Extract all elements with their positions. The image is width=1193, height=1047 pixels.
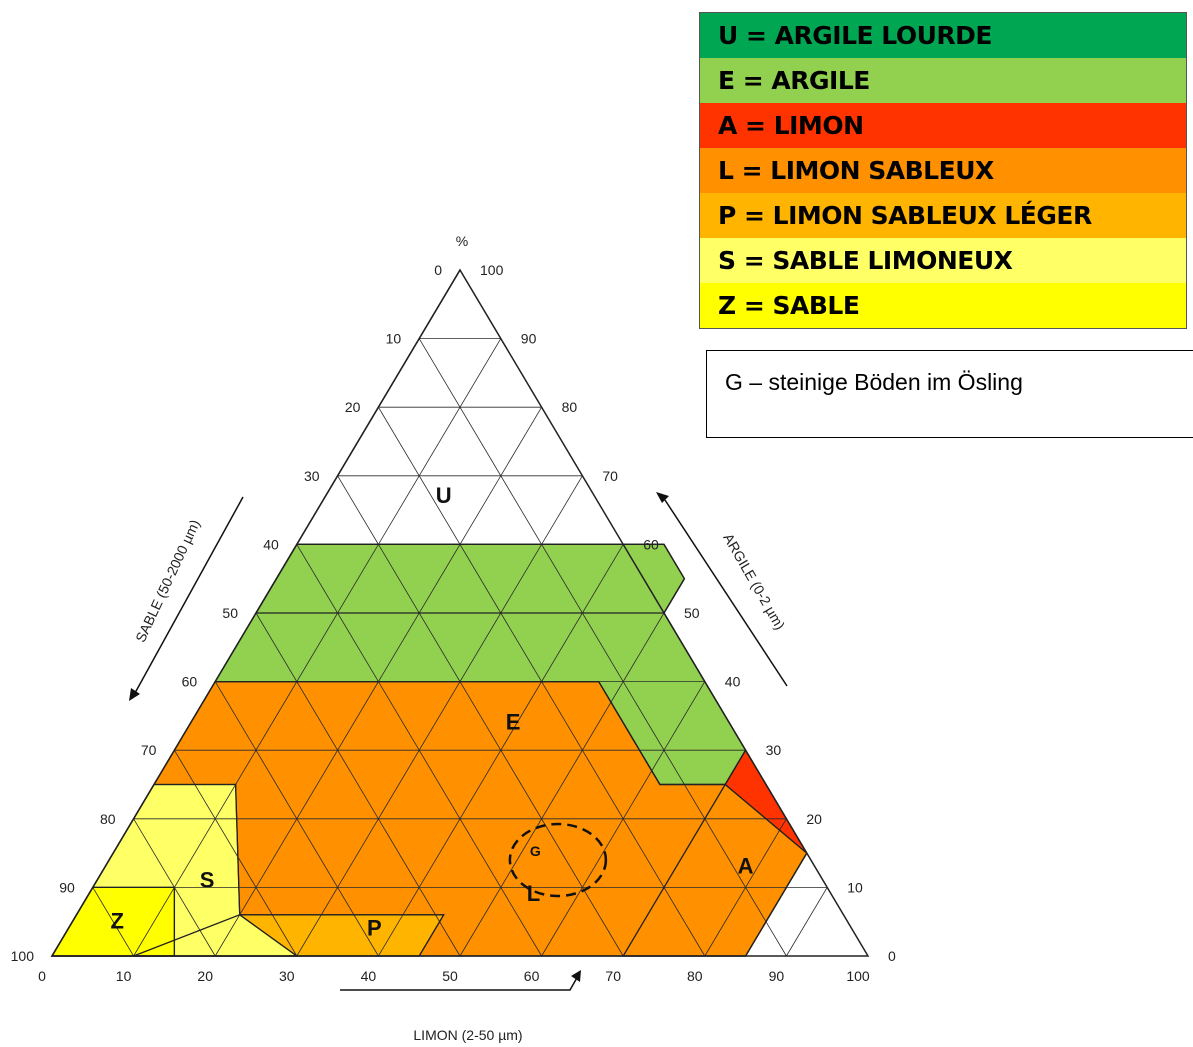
region-label-z: Z (111, 909, 124, 934)
tick-sand: 20 (345, 399, 361, 415)
region-label-u: U (436, 483, 452, 508)
legend-item-p: P = LIMON SABLEUX LÉGER (700, 193, 1186, 238)
legend-item-z: Z = SABLE (700, 283, 1186, 328)
sand-arrowhead-icon (129, 688, 140, 701)
region-label-l: L (527, 881, 540, 906)
region-labels: U E A L P S Z (111, 483, 754, 940)
grid-line-silt (459, 612, 665, 957)
tick-silt: 90 (769, 968, 785, 984)
tick-sand: 10 (386, 331, 402, 347)
legend-item-a: A = LIMON (700, 103, 1186, 148)
tick-silt: 30 (279, 968, 295, 984)
silt-axis-label: LIMON (2-50 µm) (413, 1027, 522, 1043)
tick-clay: 60 (643, 536, 659, 552)
tick-sand: 80 (100, 811, 116, 827)
grid-line-silt (296, 475, 583, 957)
grid-line-sand (337, 475, 624, 957)
region-label-s: S (200, 867, 215, 892)
tick-clay: 30 (766, 742, 782, 758)
tick-silt: 60 (524, 968, 540, 984)
grid-line-silt (704, 818, 787, 957)
sand-axis-arrow (134, 496, 244, 694)
tick-silt: 50 (442, 968, 458, 984)
tick-silt: 100 (846, 968, 870, 984)
percent-label: % (456, 233, 468, 249)
clay-arrowhead-icon (656, 492, 669, 503)
tick-sand: 100 (11, 948, 35, 964)
clay-axis-arrow (664, 499, 788, 687)
tick-sand: 30 (304, 468, 320, 484)
tick-sand: 50 (222, 605, 238, 621)
stony-soils-label: G (530, 843, 541, 859)
sand-axis-label: SABLE (50-2000 µm) (132, 517, 203, 645)
tick-clay: 20 (806, 811, 822, 827)
tick-clay: 40 (725, 674, 741, 690)
tick-clay: 50 (684, 605, 700, 621)
note-text: G – steinige Böden im Ösling (725, 369, 1023, 395)
tick-clay: 70 (602, 468, 618, 484)
tick-clay: 80 (562, 399, 578, 415)
legend-item-u: U = ARGILE LOURDE (700, 13, 1186, 58)
tick-silt: 0 (38, 968, 46, 984)
region-label-a: A (738, 854, 754, 879)
stony-soils-ellipse (508, 822, 608, 898)
grid-line-sand (418, 338, 787, 957)
tick-clay: 0 (888, 948, 896, 964)
tick-clay: 90 (521, 331, 537, 347)
legend-item-e: E = ARGILE (700, 58, 1186, 103)
legend-item-l: L = LIMON SABLEUX (700, 148, 1186, 193)
silt-arrowhead-icon (571, 970, 581, 982)
tick-silt: 80 (687, 968, 703, 984)
outline-layer (50, 268, 870, 957)
grid-line-sand (255, 612, 461, 957)
ticks-layer: 0102030405060708090100100908070605040302… (11, 262, 896, 984)
tick-sand: 0 (434, 262, 442, 278)
grid-line-silt (541, 681, 706, 957)
stony-soils-marker: G (508, 822, 608, 898)
grid-line-silt (786, 887, 828, 957)
silt-axis-title: LIMON (2-50 µm) (340, 970, 581, 1043)
region-label-e: E (506, 710, 521, 735)
tick-clay: 10 (847, 879, 863, 895)
tick-sand: 70 (141, 742, 157, 758)
tick-sand: 90 (59, 879, 75, 895)
silt-axis-arrow (340, 975, 579, 991)
tick-sand: 60 (182, 674, 198, 690)
tick-clay: 100 (480, 262, 504, 278)
region-label-p: P (367, 915, 382, 940)
tick-silt: 70 (605, 968, 621, 984)
tick-silt: 10 (116, 968, 132, 984)
region-border-z (50, 886, 176, 957)
grid-line-sand (92, 887, 134, 957)
legend-item-s: S = SABLE LIMONEUX (700, 238, 1186, 283)
legend: U = ARGILE LOURDE E = ARGILE A = LIMON L = … (699, 12, 1187, 329)
grid-line-sand (214, 681, 379, 957)
tick-sand: 40 (263, 536, 279, 552)
note-box: G – steinige Böden im Ösling (706, 350, 1193, 438)
grid-line-silt (133, 338, 502, 957)
tick-silt: 40 (361, 968, 377, 984)
tick-silt: 20 (197, 968, 213, 984)
clay-axis-label: ARGILE (0-2 µm) (720, 531, 788, 633)
